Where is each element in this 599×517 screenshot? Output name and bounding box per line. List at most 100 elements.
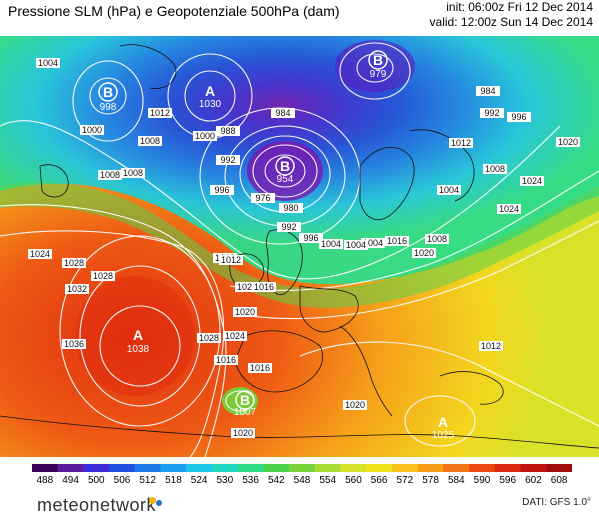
colorbar-tick-label: 542 — [268, 475, 285, 486]
colorbar-tick-label: 590 — [474, 475, 491, 486]
isobar-label: 1028 — [93, 271, 113, 281]
colorbar-swatch — [366, 464, 393, 472]
svg-text:1025: 1025 — [432, 430, 455, 441]
isobar-label: 1020 — [235, 307, 255, 317]
center-high: A 1030 — [199, 83, 222, 110]
svg-text:A: A — [133, 327, 143, 343]
colorbar-tick-label: 560 — [345, 475, 362, 486]
colorbar-tick-label: 572 — [397, 475, 414, 486]
svg-text:1038: 1038 — [127, 344, 150, 355]
isobar-label-bg — [277, 222, 301, 232]
colorbar-swatch — [392, 464, 419, 472]
colorbar-tick-label: 524 — [191, 475, 208, 486]
isobar-label-bg — [385, 236, 409, 246]
colorbar-tick-label: 488 — [37, 475, 54, 486]
colorbar-swatch — [83, 464, 110, 472]
colorbar-tick-label: 512 — [139, 475, 156, 486]
isobar-label: 1008 — [140, 136, 160, 146]
map-title: Pressione SLM (hPa) e Geopotenziale 500h… — [8, 3, 340, 19]
svg-text:B: B — [373, 52, 383, 68]
isobar-label: 1004 — [38, 58, 58, 68]
pressure-centers: B 998 A 1030 B 979 B 954 A 1038 B 1007 A — [98, 50, 455, 441]
colorbar-tick-label: 506 — [114, 475, 131, 486]
isobar-label: 988 — [220, 126, 235, 136]
isobar-label: 1024 — [225, 331, 245, 341]
isobar-label: 1028 — [64, 258, 84, 268]
isobar-label: 1012 — [221, 255, 241, 265]
isobar-label-bg — [80, 125, 104, 135]
logo-dot-icon — [149, 497, 156, 504]
isobar-label-bg — [219, 255, 243, 265]
isobar-label-bg — [233, 307, 257, 317]
isobar-label: 992 — [281, 222, 296, 232]
svg-text:B: B — [280, 158, 290, 174]
svg-text:979: 979 — [370, 69, 387, 80]
isobar-label-bg — [216, 126, 240, 136]
low-979 — [335, 40, 415, 92]
isobar-label: 1012 — [481, 341, 501, 351]
isobar-label: 1004 — [439, 185, 459, 195]
isobar-label-bg — [121, 168, 145, 178]
colorbar-swatch — [417, 464, 444, 472]
isobar-label: 992 — [484, 108, 499, 118]
isobar-label: 1032 — [67, 284, 87, 294]
isobar-label: 996 — [214, 185, 229, 195]
isobar-label: 1008 — [100, 170, 120, 180]
valid-time: valid: 12:00z Sun 14 Dec 2014 — [429, 15, 593, 29]
isobar-label: 1016 — [216, 355, 236, 365]
colorbar-swatch — [443, 464, 470, 472]
isobar-label-bg — [520, 176, 544, 186]
isobar-label: 996 — [303, 233, 318, 243]
center-high: A 1038 — [127, 327, 150, 355]
isobar-label-bg — [248, 363, 272, 373]
colorbar-tick-label: 596 — [499, 475, 516, 486]
colorbar-swatch — [494, 464, 522, 472]
colorbar-tick-label: 500 — [88, 475, 105, 486]
center-high: A 1025 — [432, 414, 455, 441]
isobar-label: 980 — [283, 203, 298, 213]
logo-dot-icon — [156, 500, 162, 506]
colorbar-swatch — [263, 464, 290, 472]
isobar-label: 1024 — [522, 176, 542, 186]
isobar-label-bg — [197, 333, 221, 343]
isobar-label: 984 — [480, 86, 495, 96]
isobar-label: 1000 — [82, 125, 102, 135]
colorbar-tick-label: 494 — [62, 475, 79, 486]
colorbar-tick-label: 566 — [371, 475, 388, 486]
isobar-label-bg — [62, 258, 86, 268]
isobar-label-bg — [412, 248, 436, 258]
center-low: B 979 — [368, 50, 388, 80]
isobar-label-bg — [216, 155, 240, 165]
colorbar-swatch — [469, 464, 496, 472]
isobar-label-bg — [65, 284, 89, 294]
isobar-label-bg — [251, 193, 275, 203]
isobar-label: 1000 — [195, 131, 215, 141]
colorbar-tick-label: 584 — [448, 475, 465, 486]
isobar-label-bg — [507, 112, 531, 122]
colorbar-tick-label: 602 — [525, 475, 542, 486]
svg-text:A: A — [205, 83, 215, 99]
colorbar-swatch — [289, 464, 316, 472]
isobar-label: 976 — [255, 193, 270, 203]
isobar-label: 1008 — [485, 164, 505, 174]
isobar-label-bg — [437, 185, 461, 195]
isobar-label: 1024 — [499, 204, 519, 214]
isobar-label-bg — [214, 355, 238, 365]
svg-text:954: 954 — [277, 174, 294, 185]
isobar-label: 1008 — [123, 168, 143, 178]
svg-text:1007: 1007 — [234, 407, 257, 418]
colorbar-swatch — [546, 464, 572, 472]
isobar-label-bg — [36, 58, 60, 68]
center-low: B 954 — [275, 156, 295, 185]
isobar-label: 1008 — [427, 234, 447, 244]
center-low: B 1007 — [234, 390, 257, 418]
isobar-label: 1020 — [233, 428, 253, 438]
isobar-label: 984 — [275, 108, 290, 118]
isobar-label-bg — [479, 341, 503, 351]
isobar-label-bg — [252, 282, 276, 292]
isobar-label-bg — [271, 108, 295, 118]
colorbar-tick-label: 608 — [551, 475, 568, 486]
init-time: init: 06:00z Fri 12 Dec 2014 — [446, 0, 593, 14]
svg-text:B: B — [103, 84, 113, 100]
colorbar-swatch — [520, 464, 547, 472]
